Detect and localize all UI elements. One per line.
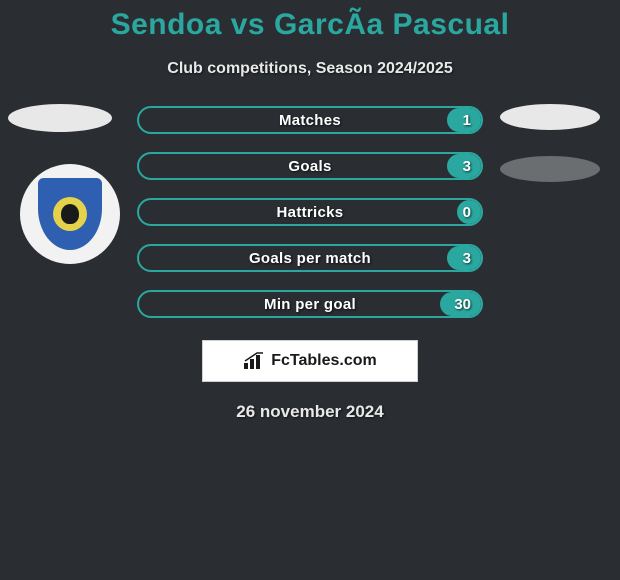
stat-row-min-per-goal: Min per goal 30 — [137, 290, 483, 318]
brand-text: FcTables.com — [271, 352, 377, 370]
stat-label: Goals — [139, 154, 481, 178]
stat-label: Min per goal — [139, 292, 481, 316]
stat-label: Hattricks — [139, 200, 481, 224]
stat-value-right: 1 — [463, 108, 471, 132]
club-badge — [20, 164, 120, 264]
player-right-placeholder-2 — [500, 156, 600, 182]
content-area: Matches 1 Goals 3 Hattricks 0 Goals per … — [0, 106, 620, 422]
stat-row-goals-per-match: Goals per match 3 — [137, 244, 483, 272]
page-title: Sendoa vs GarcÃ­a Pascual — [0, 8, 620, 42]
stat-row-matches: Matches 1 — [137, 106, 483, 134]
player-left-placeholder — [8, 104, 112, 132]
stat-row-goals: Goals 3 — [137, 152, 483, 180]
root: Sendoa vs GarcÃ­a Pascual Club competiti… — [0, 0, 620, 422]
player-right-placeholder-1 — [500, 104, 600, 130]
club-badge-shield-icon — [38, 178, 102, 250]
subtitle: Club competitions, Season 2024/2025 — [0, 60, 620, 78]
stat-label: Goals per match — [139, 246, 481, 270]
stat-value-right: 3 — [463, 246, 471, 270]
stats-list: Matches 1 Goals 3 Hattricks 0 Goals per … — [137, 106, 483, 318]
stat-label: Matches — [139, 108, 481, 132]
stat-value-right: 30 — [454, 292, 471, 316]
brand-box: FcTables.com — [202, 340, 418, 382]
club-badge-head-icon — [61, 204, 79, 224]
date-line: 26 november 2024 — [0, 402, 620, 422]
club-badge-inner-circle — [53, 197, 87, 231]
bar-chart-icon — [243, 352, 265, 370]
club-badge-outer — [20, 164, 120, 264]
stat-value-right: 0 — [463, 200, 471, 224]
stat-value-right: 3 — [463, 154, 471, 178]
stat-row-hattricks: Hattricks 0 — [137, 198, 483, 226]
